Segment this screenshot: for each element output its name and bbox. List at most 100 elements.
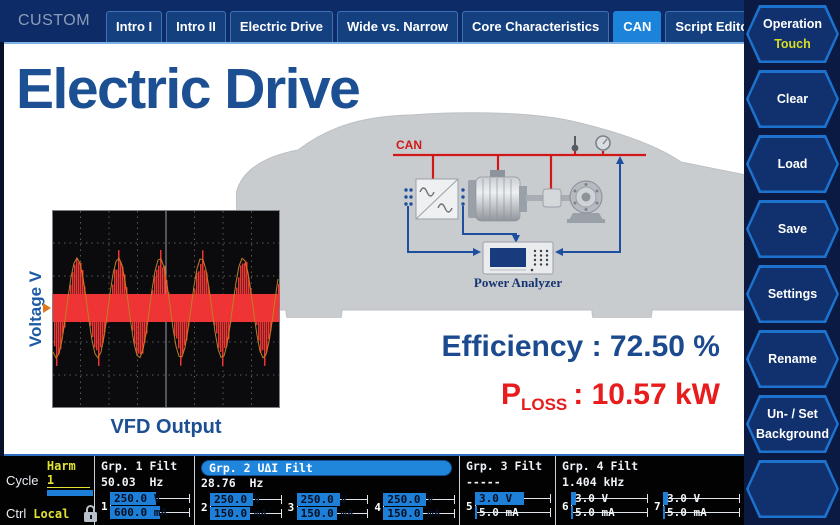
power-loss-readout: PLOSS : 10.57 kW (442, 378, 720, 415)
can-bus-label: CAN (396, 138, 422, 152)
power-analyzer (482, 241, 554, 275)
channel-7-indicator[interactable]: 7 3.0 V 5.0 mA (654, 492, 740, 520)
ploss-symbol: P (500, 378, 521, 411)
channel-5-voltage-bar (475, 492, 524, 505)
channel-5-current-bar (475, 506, 478, 519)
inverter (415, 178, 459, 220)
padlock-icon[interactable] (84, 505, 98, 522)
channel-4-voltage-bar (383, 493, 427, 506)
channel-3-indicator[interactable]: 3 250.0 V 150.0 mA (288, 493, 369, 521)
channel-7-current-range: 5.0 mA (667, 506, 707, 519)
channel-5-voltage-range: 3.0 V (479, 492, 513, 505)
settings-label: Settings (767, 286, 818, 301)
rename-button[interactable]: Rename (746, 330, 839, 388)
channel-6-number: 6 (562, 499, 569, 513)
group-2-frequency: 28.76 Hz (201, 476, 264, 490)
channel-2-voltage-range: 250.0 V (214, 493, 261, 506)
load-machine (567, 180, 605, 223)
group-4-column: Grp. 4 Filt 1.404 kHz 6 3.0 V 5.0 mA 7 3… (556, 456, 744, 525)
channel-7-voltage-range: 3.0 V (667, 492, 701, 505)
channel-3-voltage-range: 250.0 V (300, 493, 348, 506)
channel-4-number: 4 (374, 500, 381, 514)
clear-label: Clear (776, 91, 809, 106)
tab-core-characteristics[interactable]: Core Characteristics (462, 11, 610, 42)
channel-6-voltage-bar (571, 492, 577, 505)
wire-arrowheads (473, 156, 624, 256)
channel-4-voltage-range: 250.0 V (387, 493, 434, 506)
operation-button[interactable]: Operation Touch (746, 5, 839, 63)
tab-intro-2[interactable]: Intro II (166, 11, 226, 42)
empty-button[interactable] (746, 460, 839, 518)
main-content-panel: CAN (4, 42, 744, 456)
channel-5-current-range: 5.0 mA (479, 506, 519, 519)
group-2-header[interactable]: Grp. 2 UΔI Filt (201, 460, 452, 476)
group-3-frequency: ----- (466, 475, 501, 489)
efficiency-value: : 72.50 % (591, 330, 720, 363)
channel-6-current-bar (571, 506, 574, 519)
channel-3-number: 3 (287, 500, 295, 514)
channel-6-indicator[interactable]: 6 3.0 V 5.0 mA (562, 492, 648, 520)
channel-7-number: 7 (654, 499, 661, 513)
channel-6-voltage-range: 3.0 V (575, 492, 609, 505)
settings-button[interactable]: Settings (746, 265, 839, 323)
load-button[interactable]: Load (746, 135, 839, 193)
save-button[interactable]: Save (746, 200, 839, 258)
ploss-subscript: LOSS (520, 395, 568, 414)
channel-3-current-range: 150.0 mA (300, 507, 354, 520)
temperature-sensor-icon (571, 136, 579, 152)
channel-1-voltage-bar (110, 492, 157, 505)
group-4-frequency: 1.404 kHz (562, 475, 625, 489)
custom-mode-label: CUSTOM (18, 12, 91, 29)
group-1-column: Grp. 1 Filt 50.03 Hz 1 250.0 V 600.0 mA (95, 456, 195, 525)
channel-3-current-bar (296, 507, 337, 520)
status-bar: Cycle Harm 1 Ctrl Local Grp. 1 Filt 50.03 … (0, 456, 744, 525)
top-tab-bar: CUSTOM Intro I Intro II Electric Drive W… (0, 0, 764, 42)
tab-strip: Intro I Intro II Electric Drive Wide vs.… (106, 0, 764, 42)
group-1-header[interactable]: Grp. 1 Filt (101, 459, 178, 473)
channel-1-current-bar (110, 506, 160, 519)
cycle-label: Cycle (6, 473, 39, 488)
group-1-frequency: 50.03 Hz (101, 475, 164, 489)
ctrl-label: Ctrl (6, 506, 27, 521)
unset-background-label-2: Background (756, 426, 829, 441)
tab-can[interactable]: CAN (613, 11, 662, 42)
unset-background-button[interactable]: Un- / Set Background (746, 395, 839, 453)
channel-2-current-range: 150.0 mA (214, 507, 267, 520)
channel-1-current-range: 600.0 mA (114, 506, 167, 519)
unset-background-label-1: Un- / Set (767, 407, 818, 422)
cycle-mode-value[interactable]: Harm 1 (46, 459, 90, 488)
system-status-column: Cycle Harm 1 Ctrl Local (0, 456, 98, 525)
channel-5-indicator[interactable]: 5 3.0 V 5.0 mA (466, 492, 551, 520)
group-3-column: Grp. 3 Filt ----- 5 3.0 V 5.0 mA (460, 456, 556, 525)
ploss-value: : 10.57 kW (573, 378, 720, 411)
tab-intro-1[interactable]: Intro I (106, 11, 163, 42)
electric-drive-diagram: CAN (236, 112, 744, 318)
channel-1-indicator[interactable]: 1 250.0 V 600.0 mA (101, 492, 190, 520)
channel-4-current-bar (383, 507, 424, 520)
channel-2-indicator[interactable]: 2 250.0 V 150.0 mA (201, 493, 282, 521)
load-label: Load (777, 156, 808, 171)
tab-wide-vs-narrow[interactable]: Wide vs. Narrow (336, 11, 459, 42)
group-4-header[interactable]: Grp. 4 Filt (562, 459, 639, 473)
clear-button[interactable]: Clear (746, 70, 839, 128)
channel-2-voltage-bar (210, 493, 253, 506)
trigger-level-marker-icon (43, 303, 51, 313)
channel-7-voltage-bar (663, 492, 669, 505)
tab-electric-drive[interactable]: Electric Drive (229, 11, 333, 42)
channel-1-voltage-range: 250.0 V (114, 492, 161, 505)
efficiency-label: Efficiency (441, 330, 584, 363)
channel-7-current-bar (663, 506, 666, 519)
page-title: Electric Drive (16, 57, 361, 121)
group-3-header[interactable]: Grp. 3 Filt (466, 459, 543, 473)
channel-4-current-range: 150.0 mA (387, 507, 441, 520)
metrics-block: Efficiency : 72.50 % PLOSS : 10.57 kW (442, 330, 721, 415)
scope-caption: VFD Output (110, 416, 222, 438)
efficiency-readout: Efficiency : 72.50 % (442, 330, 721, 364)
operation-label: Operation (762, 17, 823, 32)
ctrl-mode-value[interactable]: Local (33, 506, 70, 521)
hex-button-sidebar: Operation Touch Clear Load Save Settings … (744, 0, 840, 525)
electric-motor (468, 170, 527, 222)
group-2-column: Grp. 2 UΔI Filt 28.76 Hz 2 250.0 V 150.0… (195, 456, 460, 525)
channel-4-indicator[interactable]: 4 250.0 V 150.0 mA (374, 493, 456, 521)
